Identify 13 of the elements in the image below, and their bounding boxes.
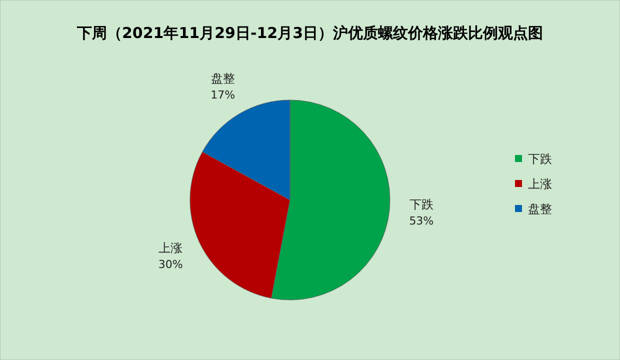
slice-label: 盘整 (210, 71, 235, 86)
chart-title: 下周（2021年11月29日-12月3日）沪优质螺纹价格涨跌比例观点图 (76, 24, 544, 42)
legend-label: 盘整 (528, 202, 552, 216)
pie-slice (202, 100, 290, 200)
slice-label: 下跌 (409, 197, 434, 212)
data-label: 30% (158, 258, 183, 272)
pie-slice (271, 100, 390, 300)
pie-slice (190, 152, 290, 298)
data-label: 53% (409, 214, 434, 228)
legend-label: 上涨 (528, 177, 552, 191)
data-label: 17% (210, 88, 236, 102)
slice-label: 上涨 (158, 241, 183, 256)
legend-label: 下跌 (528, 152, 552, 166)
